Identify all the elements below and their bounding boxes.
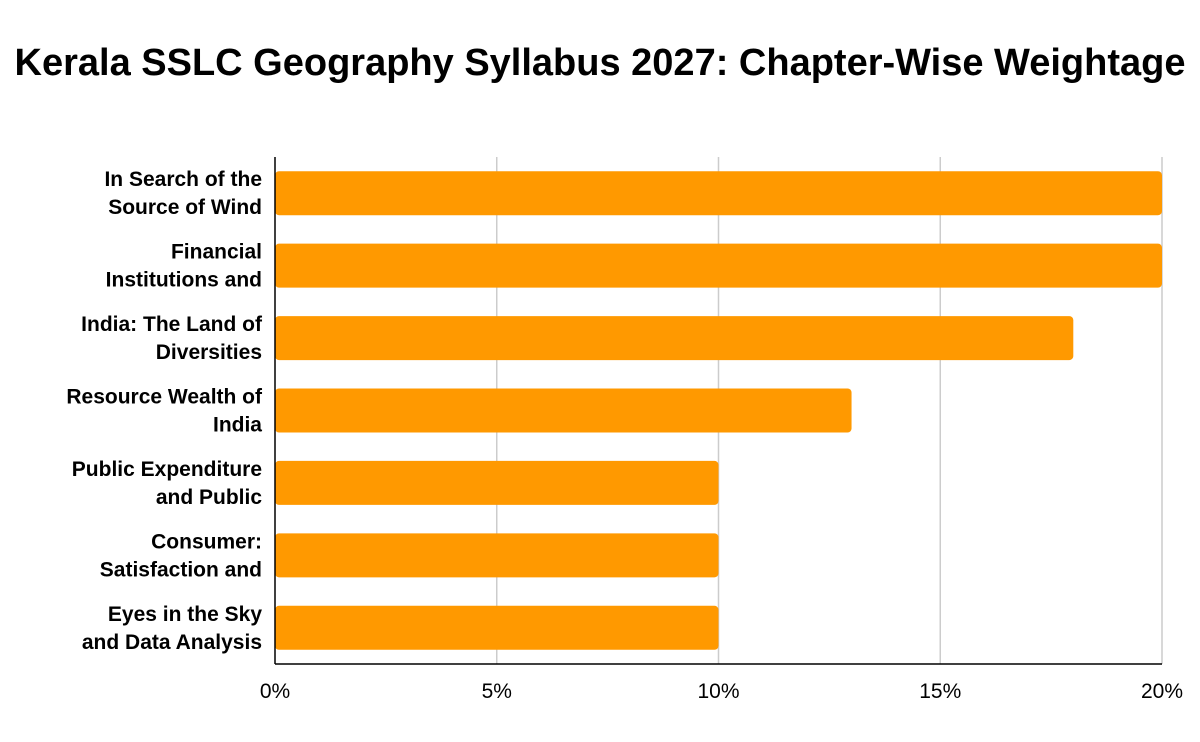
bar: [275, 605, 719, 650]
x-tick-label: 20%: [1141, 680, 1183, 703]
category-label: India: The Land of Diversities: [81, 313, 263, 364]
bar: [275, 171, 1162, 216]
category-label: Eyes in the Sky and Data Analysis: [82, 603, 262, 654]
axes: [274, 157, 1162, 665]
x-tick-label: 10%: [697, 680, 739, 703]
category-label: Public Expenditure and Public: [72, 458, 263, 509]
x-tick-label: 0%: [260, 680, 290, 703]
category-label: In Search of the Source of Wind: [104, 168, 262, 219]
category-label: Resource Wealth of India: [66, 386, 263, 437]
bar: [275, 460, 719, 505]
x-tick-label: 15%: [919, 680, 961, 703]
bar: [275, 533, 719, 578]
x-tick-labels: 0% 5% 10% 15% 20%: [260, 680, 1183, 703]
x-tick-label: 5%: [482, 680, 512, 703]
bar: [275, 243, 1162, 288]
category-label: Consumer: Satisfaction and: [100, 530, 262, 581]
bars: [275, 171, 1162, 650]
bar: [275, 316, 1074, 361]
bar: [275, 388, 852, 433]
category-labels: In Search of the Source of Wind Financial I…: [66, 168, 263, 654]
chart-title: Kerala SSLC Geography Syllabus 2027: Cha…: [14, 42, 1186, 84]
category-label: Financial Institutions and: [106, 241, 262, 292]
